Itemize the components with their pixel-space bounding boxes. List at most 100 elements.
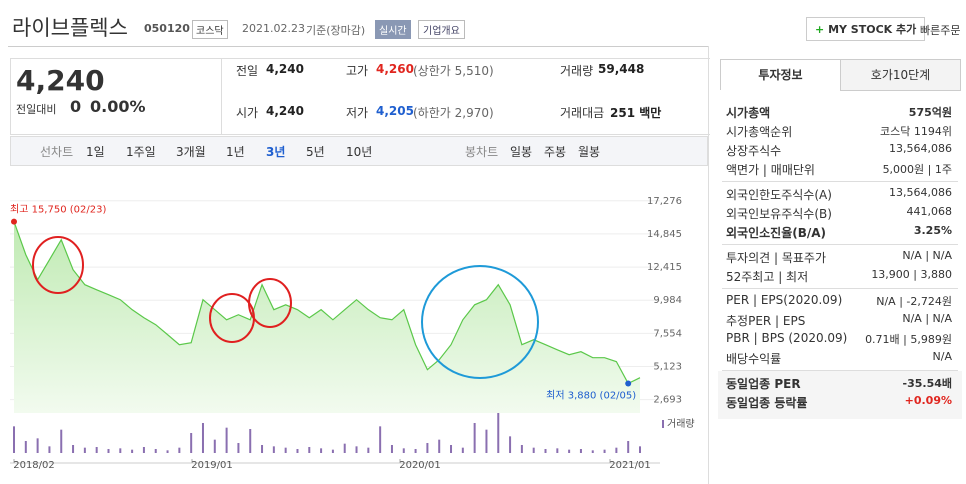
- volume-bar: [178, 447, 181, 453]
- quote-value: 59,448: [598, 62, 645, 76]
- volume-bar: [272, 446, 275, 453]
- side-tab[interactable]: 호가10단계: [840, 59, 961, 91]
- period-tab[interactable]: 3개월: [176, 145, 206, 159]
- info-value: 13,900 | 3,880: [871, 268, 952, 281]
- line-label: 선차트: [40, 145, 74, 159]
- red-annotation: [248, 278, 292, 328]
- high-label: 최고 15,750 (02/23): [10, 204, 106, 216]
- section-divider: [722, 181, 958, 182]
- info-label: 액면가 | 매매단위: [726, 163, 815, 177]
- volume-bar: [83, 447, 86, 453]
- quote-label: 고가: [346, 64, 369, 78]
- change-label: 전일대비: [16, 103, 57, 116]
- overview[interactable]: 기업개요: [418, 20, 465, 39]
- info-label: 52주최고 | 최저: [726, 270, 809, 284]
- quote-label: 시가: [236, 106, 259, 120]
- volume-bar: [142, 447, 145, 453]
- volume-legend: [662, 420, 664, 428]
- volume-bar: [355, 446, 358, 453]
- side-tab[interactable]: 투자정보: [720, 59, 841, 90]
- x-label: 2020/01: [399, 460, 441, 471]
- high-dot: [11, 218, 17, 225]
- divider: [8, 46, 708, 47]
- realtime[interactable]: 실시간: [375, 20, 411, 39]
- candle-tab[interactable]: 일봉: [510, 145, 533, 159]
- volume-bar: [36, 438, 39, 453]
- period-tab[interactable]: 5년: [306, 145, 325, 159]
- sep: [220, 58, 710, 135]
- period-tab[interactable]: 1일: [86, 145, 105, 159]
- quick-order[interactable]: 빠른주문: [920, 24, 961, 37]
- volume-bar: [72, 445, 75, 453]
- period-tab[interactable]: 3년: [266, 145, 286, 159]
- mystock-button[interactable]: + MY STOCK 추가: [806, 17, 926, 41]
- volume-bar: [591, 450, 594, 453]
- period-tab[interactable]: 1년: [226, 145, 245, 159]
- volume-bar: [296, 449, 299, 453]
- info-label: PER | EPS(2020.09): [726, 293, 843, 307]
- quote-value: 4,205: [376, 104, 414, 118]
- volume-bar: [426, 443, 429, 453]
- quote-extra: (상한가 5,510): [413, 64, 494, 78]
- candle-tab[interactable]: 주봉: [544, 145, 567, 159]
- info-value: 코스닥 1194위: [880, 125, 952, 138]
- period-tab[interactable]: 10년: [346, 145, 373, 159]
- price-box: [10, 58, 222, 135]
- volume-bar: [119, 448, 122, 453]
- low-dot: [625, 380, 632, 387]
- volume-bar: [201, 423, 204, 453]
- volume-bar: [568, 449, 571, 453]
- volume-bar: [60, 429, 63, 453]
- volume-bar: [639, 446, 641, 453]
- basis: 기준(장마감): [306, 24, 366, 37]
- volume-bar: [249, 429, 252, 453]
- info-label: 배당수익률: [726, 352, 782, 366]
- volume-bar: [414, 449, 417, 453]
- volume-bar: [450, 445, 453, 453]
- volume-bar: [485, 429, 488, 453]
- info-label: 추정PER | EPS: [726, 314, 806, 328]
- area: [14, 221, 640, 413]
- volume-bar: [603, 449, 606, 453]
- info-value: 5,000원 | 1주: [882, 163, 952, 176]
- period-tab[interactable]: 1주일: [126, 145, 156, 159]
- info-value: 3.25%: [913, 224, 952, 237]
- x-label: 2019/01: [191, 460, 233, 471]
- volume-bar: [379, 426, 382, 453]
- info-value: 441,068: [906, 205, 953, 218]
- section-divider: [722, 244, 958, 245]
- candle-tab[interactable]: 월봉: [578, 145, 601, 159]
- quote-value: 4,240: [266, 104, 304, 118]
- volume-bar: [509, 436, 512, 453]
- change-pct: 0.00%: [90, 97, 146, 116]
- y-tick-label: 14,845: [647, 229, 682, 240]
- volume-bar: [154, 449, 157, 453]
- volume-bar: [190, 433, 193, 453]
- volume-bar: [402, 448, 405, 453]
- volume-bar: [615, 447, 618, 453]
- quote-label: 저가: [346, 106, 369, 120]
- y-tick-label: 17,276: [647, 196, 682, 207]
- info-label: 상장주식수: [726, 144, 782, 158]
- y-tick-label: 9,984: [653, 295, 682, 306]
- volume-bar: [367, 447, 370, 453]
- volume-bar: [438, 439, 441, 453]
- quote-value: 4,240: [266, 62, 304, 76]
- divider: [708, 46, 709, 484]
- volume-bar: [213, 439, 216, 453]
- quote-extra: (하한가 2,970): [413, 106, 494, 120]
- info-value: N/A | N/A: [902, 312, 952, 325]
- title: 라이브플렉스: [12, 16, 128, 40]
- volume-bar: [24, 441, 27, 453]
- tab-bar: [10, 136, 708, 166]
- quote-label: 거래대금: [560, 106, 605, 120]
- volume-bar: [284, 447, 287, 453]
- candle-label: 봉차트: [465, 145, 499, 159]
- volume-bar: [497, 413, 500, 453]
- info-value: N/A | N/A: [902, 249, 952, 262]
- info-label: 투자의견 | 목표주가: [726, 251, 826, 265]
- volume-bar: [107, 449, 110, 453]
- volume-bar: [556, 448, 559, 453]
- y-tick-label: 12,415: [647, 262, 682, 273]
